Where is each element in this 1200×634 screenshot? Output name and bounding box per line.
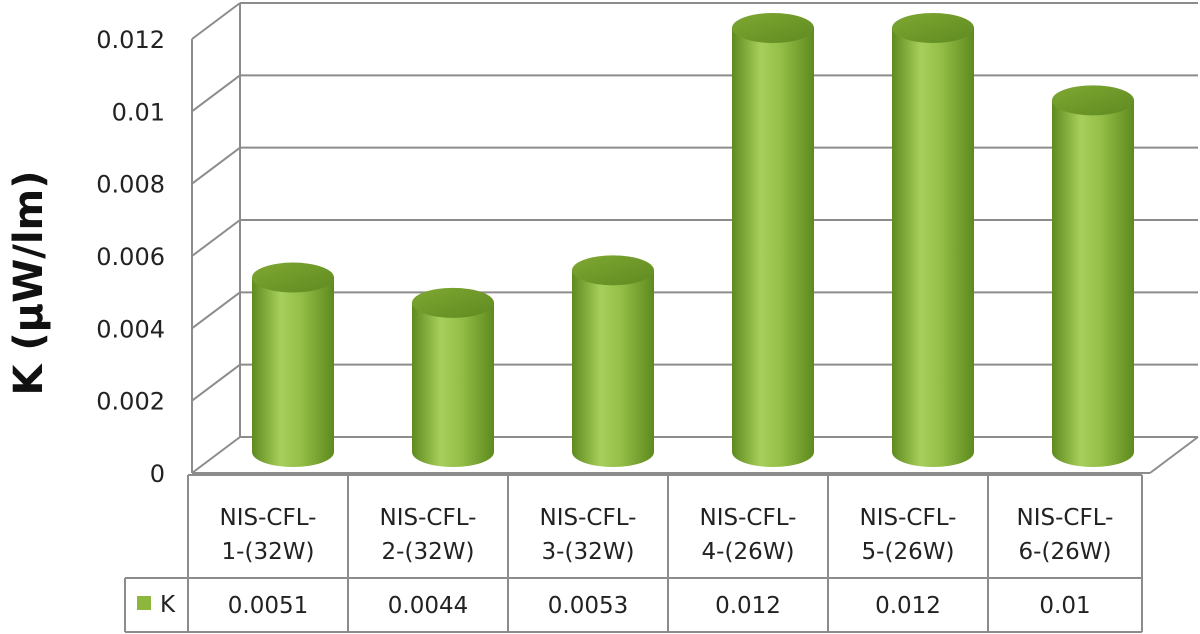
bar (412, 287, 494, 467)
gridline-side (191, 363, 241, 402)
data-label: 0.012 (715, 593, 781, 619)
x-tick-label: NIS-CFL-5-(26W) (860, 505, 957, 565)
bar (1052, 85, 1134, 467)
data-label: 0.0053 (548, 593, 628, 619)
y-tick-label: 0.008 (96, 171, 165, 199)
bar (732, 13, 814, 467)
floor-right-edge (1149, 436, 1199, 474)
bar (892, 13, 974, 467)
y-tick-label: 0.002 (96, 388, 165, 416)
x-tick-label: NIS-CFL-1-(32W) (220, 505, 317, 565)
bar-top (732, 13, 814, 43)
bar-body (252, 277, 334, 467)
x-tick-label: NIS-CFL-2-(32W) (380, 505, 477, 565)
y-tick-label: 0.01 (112, 98, 165, 126)
y-tick-label: 0.006 (96, 243, 165, 271)
bar-top (412, 287, 494, 318)
y-axis-label: K (µW/lm) (6, 170, 52, 395)
bar-top (892, 13, 974, 43)
data-table: NIS-CFL-1-(32W) NIS-CFL-2-(32W) NIS-CFL-3-… (124, 474, 1143, 633)
bar-body (1052, 100, 1134, 467)
bar-body (412, 302, 494, 467)
data-label: 0.012 (875, 593, 941, 619)
y-tick-label: 0.004 (96, 315, 165, 343)
bar-top (572, 255, 654, 286)
x-tick-label: NIS-CFL-3-(32W) (540, 505, 637, 565)
data-label: 0.01 (1039, 593, 1090, 619)
bar (252, 262, 334, 467)
data-label: 0.0044 (388, 593, 468, 619)
gridline-side (191, 436, 241, 474)
y-axis: 0 0.002 0.004 0.006 0.008 0.01 0.012 (96, 26, 165, 488)
data-label: 0.0051 (228, 593, 308, 619)
grid (191, 2, 1199, 474)
legend-entry: K (160, 592, 176, 618)
gridline-side (191, 291, 241, 330)
bar-top (1052, 85, 1134, 116)
bar (572, 255, 654, 467)
bar-top (252, 262, 334, 293)
x-tick-label: NIS-CFL-6-(26W) (1017, 505, 1114, 565)
bars (252, 13, 1134, 467)
y-tick-label: 0 (150, 460, 165, 488)
x-tick-label: NIS-CFL-4-(26W) (700, 505, 797, 565)
bar-body (892, 28, 974, 467)
gridline-side (191, 146, 241, 185)
gridline-side (191, 2, 241, 40)
gridline-side (191, 74, 241, 113)
legend-swatch (137, 596, 151, 610)
y-tick-label: 0.012 (96, 26, 165, 54)
gridline-side (191, 219, 241, 257)
bar-body (732, 28, 814, 467)
bar-body (572, 270, 654, 467)
